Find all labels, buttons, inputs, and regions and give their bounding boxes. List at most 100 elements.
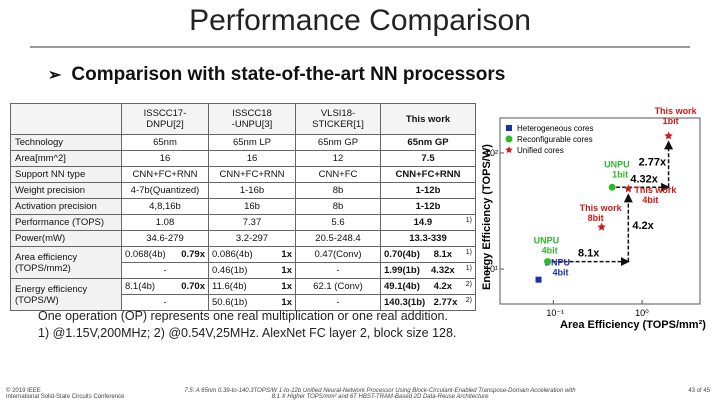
cell-ratio: 4.2x bbox=[433, 281, 453, 292]
footer-paper-line1: 7.5: A 65nm 0.39-to-140.3TOPS/W 1-to-12b… bbox=[184, 388, 576, 394]
point-label-line: This work bbox=[580, 203, 623, 213]
point-label-line: 4bit bbox=[553, 268, 569, 278]
point-label: UNPU 4bit bbox=[534, 236, 560, 256]
row-label: Performance (TOPS) bbox=[10, 214, 122, 231]
y-tick-label: 10² bbox=[485, 148, 498, 158]
cell-value: 8.1(4b) bbox=[125, 281, 156, 292]
cell-value: 0.70(4b) bbox=[384, 249, 420, 260]
footnote-marker: 1) bbox=[465, 265, 472, 272]
cell-value: 14.9 bbox=[413, 217, 433, 228]
row-label-text: Area efficiency (TOPS/mm2) bbox=[15, 251, 78, 274]
cell-value: 0.068(4b) bbox=[125, 249, 166, 260]
row-label: Support NN type bbox=[10, 166, 122, 183]
cell-ratio: 0.70x bbox=[181, 281, 205, 292]
x-tick-label: 10⁰ bbox=[635, 308, 649, 318]
table-cell: 50.6(1b) 1x bbox=[208, 294, 296, 311]
note-conditions: 1) @1.15V,200MHz; 2) @0.54V,25MHz. AlexN… bbox=[38, 326, 457, 340]
point-label: This work 4bit bbox=[634, 185, 677, 205]
table-row: Power(mW) 34.6-279 3.2-297 20.5-248.4 13… bbox=[10, 230, 476, 247]
col-header-text: This work bbox=[405, 113, 451, 125]
star-marker bbox=[505, 146, 513, 154]
row-label: Area[mm^2] bbox=[10, 150, 122, 167]
point-label-line: This work bbox=[634, 185, 677, 195]
table-cell: 140.3(1b) 2.77x 2) bbox=[380, 294, 476, 311]
ratio-arrows: 8.1x 4.2x 4.32x 2.77x bbox=[551, 140, 674, 267]
square-marker bbox=[535, 276, 542, 283]
point-label-line: 1bit bbox=[663, 116, 679, 126]
legend-label: Heterogeneous cores bbox=[517, 124, 594, 133]
slide-subtitle: ➢ Comparison with state-of-the-art NN pro… bbox=[48, 64, 505, 86]
col-header-text: VLSI18- STICKER[1] bbox=[312, 108, 364, 130]
table-cell: 0.70(4b) 8.1x 1) bbox=[380, 246, 476, 263]
table-row: Technology 65nm 65nm LP 65nm GP 65nm GP bbox=[10, 134, 476, 151]
footer-paper-title: 7.5: A 65nm 0.39-to-140.3TOPS/W 1-to-12b… bbox=[170, 388, 590, 400]
ratio-annotation: 4.32x bbox=[630, 173, 658, 185]
table-cell: - bbox=[121, 294, 209, 311]
point-label: UNPU 1bit bbox=[604, 159, 630, 179]
point-label: DNPU 4bit bbox=[545, 258, 571, 278]
cell-value: 0.086(4b) bbox=[212, 249, 253, 260]
point-label: This work 8bit bbox=[580, 203, 623, 223]
cell-ratio: 1x bbox=[281, 265, 292, 276]
ratio-annotation: 8.1x bbox=[578, 248, 600, 260]
footnote-marker: 1) bbox=[465, 249, 472, 256]
footer-copyright-line: © 2019 IEEE bbox=[6, 388, 41, 394]
star-marker bbox=[597, 222, 606, 231]
cell-value: 50.6(1b) bbox=[212, 297, 248, 308]
cell-ratio: 1x bbox=[281, 297, 292, 308]
table-cell: 0.086(4b) 1x bbox=[208, 246, 296, 263]
legend-label: Reconfigurable cores bbox=[517, 135, 593, 144]
ratio-annotation: 4.2x bbox=[632, 220, 654, 232]
row-label: Energy efficiency (TOPS/W) bbox=[10, 278, 122, 311]
footnote-marker: 1) bbox=[465, 217, 472, 224]
cell-ratio: 8.1x bbox=[433, 249, 453, 260]
x-axis-label: Area Efficiency (TOPS/mm²) bbox=[560, 319, 706, 331]
cell-value: 140.3(1b) bbox=[384, 297, 426, 308]
point-label-line: 8bit bbox=[588, 213, 604, 223]
cell-ratio: 1x bbox=[281, 249, 292, 260]
note-operation-definition: One operation (OP) represents one real m… bbox=[38, 309, 448, 323]
slide-title: Performance Comparison bbox=[189, 4, 531, 37]
row-label: Technology bbox=[10, 134, 122, 151]
ratio-annotation: 2.77x bbox=[639, 157, 667, 169]
x-tick-label: 10⁻¹ bbox=[546, 308, 564, 318]
title-divider bbox=[30, 46, 690, 48]
footer-copyright: © 2019 IEEE International Solid-State Ci… bbox=[6, 388, 166, 400]
cell-ratio: 4.32x bbox=[430, 265, 455, 276]
chart-legend: Heterogeneous cores Reconfigurable cores U… bbox=[505, 124, 594, 155]
col-header-unpu: ISSCC18 -UNPU[3] bbox=[208, 103, 296, 135]
row-label: Activation precision bbox=[10, 198, 122, 215]
legend-label: Unified cores bbox=[517, 146, 564, 155]
circle-marker bbox=[544, 258, 552, 266]
col-header-text: ISSCC18 -UNPU[3] bbox=[231, 108, 273, 130]
cell-value: 11.6(4b) bbox=[212, 281, 247, 292]
legend-square-icon bbox=[506, 125, 512, 131]
bullet-arrow-icon: ➢ bbox=[48, 67, 62, 84]
footnote-marker: 2) bbox=[465, 281, 472, 288]
point-label-line: 1bit bbox=[612, 169, 628, 179]
plot-frame bbox=[499, 117, 701, 305]
star-marker bbox=[624, 184, 633, 193]
col-header-sticker: VLSI18- STICKER[1] bbox=[295, 103, 381, 135]
footer-paper-line2: 8.1 X Higher TOPS/mm² and 6T HBST-TRAM-B… bbox=[271, 394, 489, 400]
cell-ratio: 1x bbox=[281, 281, 292, 292]
table-row: Performance (TOPS) 1.08 7.37 5.6 14.9 1) bbox=[10, 214, 476, 231]
subtitle-text: Comparison with state-of-the-art NN proc… bbox=[71, 64, 506, 85]
cell-value: 1.99(1b) bbox=[384, 265, 420, 276]
point-label: This work 1bit bbox=[655, 106, 698, 126]
table-corner-cell bbox=[10, 103, 122, 135]
row-label-text: Energy efficiency (TOPS/W) bbox=[15, 283, 88, 306]
comparison-table: ISSCC17- DNPU[2] ISSCC18 -UNPU[3] VLSI18… bbox=[10, 103, 476, 311]
point-label-line: UNPU bbox=[534, 236, 560, 246]
point-label-line: 4bit bbox=[642, 195, 658, 205]
cell-ratio: 0.79x bbox=[181, 249, 205, 260]
y-axis-label: Energy Efficiency (TOPS/W) bbox=[481, 144, 493, 290]
point-label-line: DNPU bbox=[545, 258, 571, 268]
point-label-line: 4bit bbox=[542, 246, 558, 256]
table-header-row: ISSCC17- DNPU[2] ISSCC18 -UNPU[3] VLSI18… bbox=[10, 103, 476, 135]
cell-ratio: 2.77x bbox=[433, 297, 458, 308]
footer-page-number: 43 of 45 bbox=[688, 388, 710, 394]
cell-value: 0.46(1b) bbox=[212, 265, 248, 276]
